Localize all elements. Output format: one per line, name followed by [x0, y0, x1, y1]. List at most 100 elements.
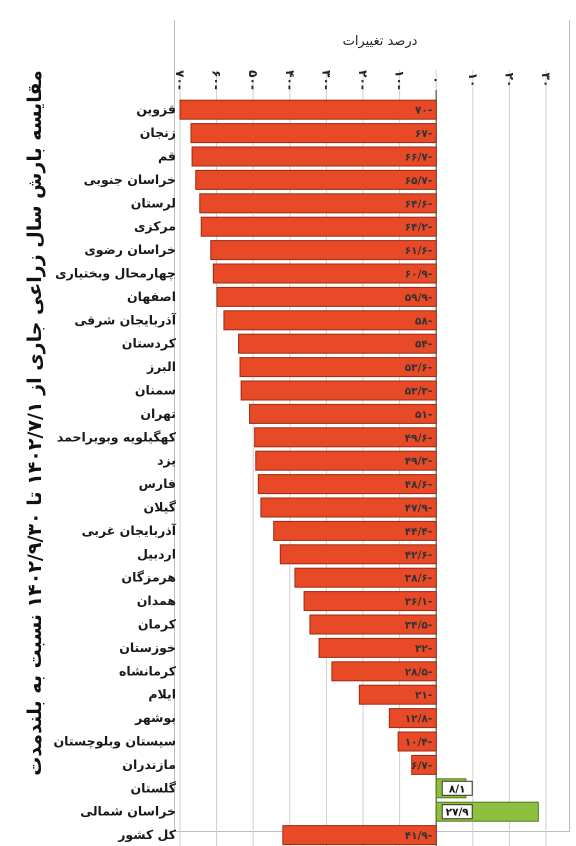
- category-label: آذربایجان شرقی: [74, 312, 176, 327]
- x-tick-label: ۴۰-: [283, 70, 297, 90]
- category-label: خوزستان: [119, 640, 176, 655]
- bar: [388, 708, 437, 729]
- data-label: ۲۱-: [415, 690, 432, 702]
- category-label: فارس: [139, 476, 176, 491]
- data-label: ۶۷-: [415, 128, 432, 140]
- bar: [411, 754, 437, 775]
- bar: [195, 169, 437, 190]
- bar: [200, 216, 437, 237]
- category-label: بوشهر: [134, 710, 176, 725]
- data-label: ۶۴/۲-: [405, 222, 432, 234]
- data-label: ۵۸-: [415, 315, 432, 327]
- category-label: تهران: [140, 406, 176, 421]
- data-label: ۸/۱: [449, 783, 466, 795]
- data-label: ۴۷/۹-: [405, 503, 432, 515]
- category-label: زنجان: [140, 125, 176, 140]
- category-label: خراسان شمالی: [80, 804, 176, 819]
- data-label: ۴۱/۹-: [405, 830, 432, 842]
- data-label: ۱۰/۴-: [405, 737, 432, 749]
- x-tick-label: ۲۰-: [356, 70, 370, 90]
- category-label: آذربایجان غربی: [82, 523, 177, 538]
- category-label: اردبیل: [137, 546, 176, 561]
- category-label: گیلان: [143, 500, 176, 515]
- data-label: ۶۶/۷-: [405, 152, 432, 164]
- bar: [279, 544, 437, 565]
- data-label: ۶۴/۶-: [405, 198, 432, 210]
- category-label: خراسان رضوی: [84, 242, 176, 257]
- category-label: گلستان: [130, 780, 176, 795]
- category-label: لرستان: [131, 195, 176, 210]
- bar: [212, 263, 437, 284]
- data-label: ۳۸/۶-: [405, 573, 432, 585]
- bar: [318, 637, 437, 658]
- category-label: کهگیلویه وبویراحمد: [57, 429, 177, 444]
- data-label: ۴۹/۳-: [405, 456, 432, 468]
- x-tick-label: ۱۰-: [393, 70, 407, 90]
- data-label: ۲۸/۵-: [405, 666, 432, 678]
- bar: [240, 380, 437, 401]
- data-label: ۴۴/۴-: [405, 526, 432, 538]
- data-label: ۶/۷-: [411, 760, 432, 772]
- bar: [282, 825, 437, 846]
- bar: [257, 474, 437, 495]
- category-label: کل کشور: [117, 827, 177, 842]
- x-tick-label: ۳۰-: [319, 70, 333, 90]
- data-label: ۳۴/۵-: [405, 620, 432, 632]
- category-label: البرز: [146, 359, 176, 374]
- data-label: ۶۱/۶-: [405, 245, 432, 257]
- bar: [179, 99, 437, 120]
- bar: [331, 661, 437, 682]
- category-label: همدان: [137, 593, 176, 608]
- data-label-box: [441, 780, 473, 796]
- category-label: مازندران: [122, 757, 176, 772]
- x-tick-label: ۳۰: [539, 73, 553, 88]
- bar: [239, 357, 437, 378]
- bar: [294, 567, 437, 588]
- category-label: کرمانشاه: [119, 663, 177, 678]
- bar: [238, 333, 437, 354]
- x-tick-label: ۰: [429, 76, 443, 83]
- data-label: ۱۲/۸-: [405, 713, 432, 725]
- x-tick-label: ۷۰-: [173, 70, 187, 90]
- x-tick-label: ۶۰-: [210, 70, 224, 90]
- category-label: ایلام: [148, 687, 176, 703]
- category-label: کردستان: [122, 336, 177, 351]
- data-label: ۵۱-: [415, 409, 432, 421]
- category-label: سمنان: [135, 383, 176, 398]
- data-label: ۶۵/۷-: [405, 175, 432, 187]
- category-label: مرکزی: [134, 219, 176, 234]
- category-label: اصفهان: [127, 289, 176, 304]
- x-tick-label: ۵۰-: [246, 70, 260, 90]
- bar: [397, 731, 437, 752]
- bar: [303, 591, 437, 612]
- bar: [309, 614, 437, 635]
- bar: [199, 193, 437, 214]
- category-label: قزوین: [136, 102, 176, 117]
- category-label: چهارمحال وبختیاری: [55, 266, 176, 281]
- x-axis-label: درصد تغییرات: [342, 34, 418, 49]
- bar: [273, 520, 437, 541]
- bar: [223, 310, 437, 331]
- bar: [190, 123, 437, 144]
- bar: [254, 427, 437, 448]
- category-label: سیستان وبلوچستان: [53, 734, 176, 749]
- category-label: هرمزگان: [121, 570, 176, 585]
- data-label: ۳۶/۱-: [405, 596, 432, 608]
- data-label: ۷۰-: [415, 105, 432, 117]
- bar: [191, 146, 437, 167]
- x-tick-label: ۲۰: [502, 73, 516, 88]
- bar: [210, 240, 437, 261]
- bar: [249, 403, 437, 424]
- data-label: ۴۲/۶-: [405, 549, 432, 561]
- data-label: ۵۳/۳-: [405, 386, 432, 398]
- bar: [216, 286, 437, 307]
- category-label: یزد: [157, 453, 176, 468]
- data-label: ۵۳/۶-: [405, 362, 432, 374]
- data-label: ۶۰/۹-: [405, 269, 432, 281]
- x-tick-label: ۱۰: [466, 73, 480, 88]
- category-label: خراسان جنوبی: [84, 172, 176, 187]
- data-label: ۴۹/۶-: [405, 432, 432, 444]
- bar: [255, 450, 437, 471]
